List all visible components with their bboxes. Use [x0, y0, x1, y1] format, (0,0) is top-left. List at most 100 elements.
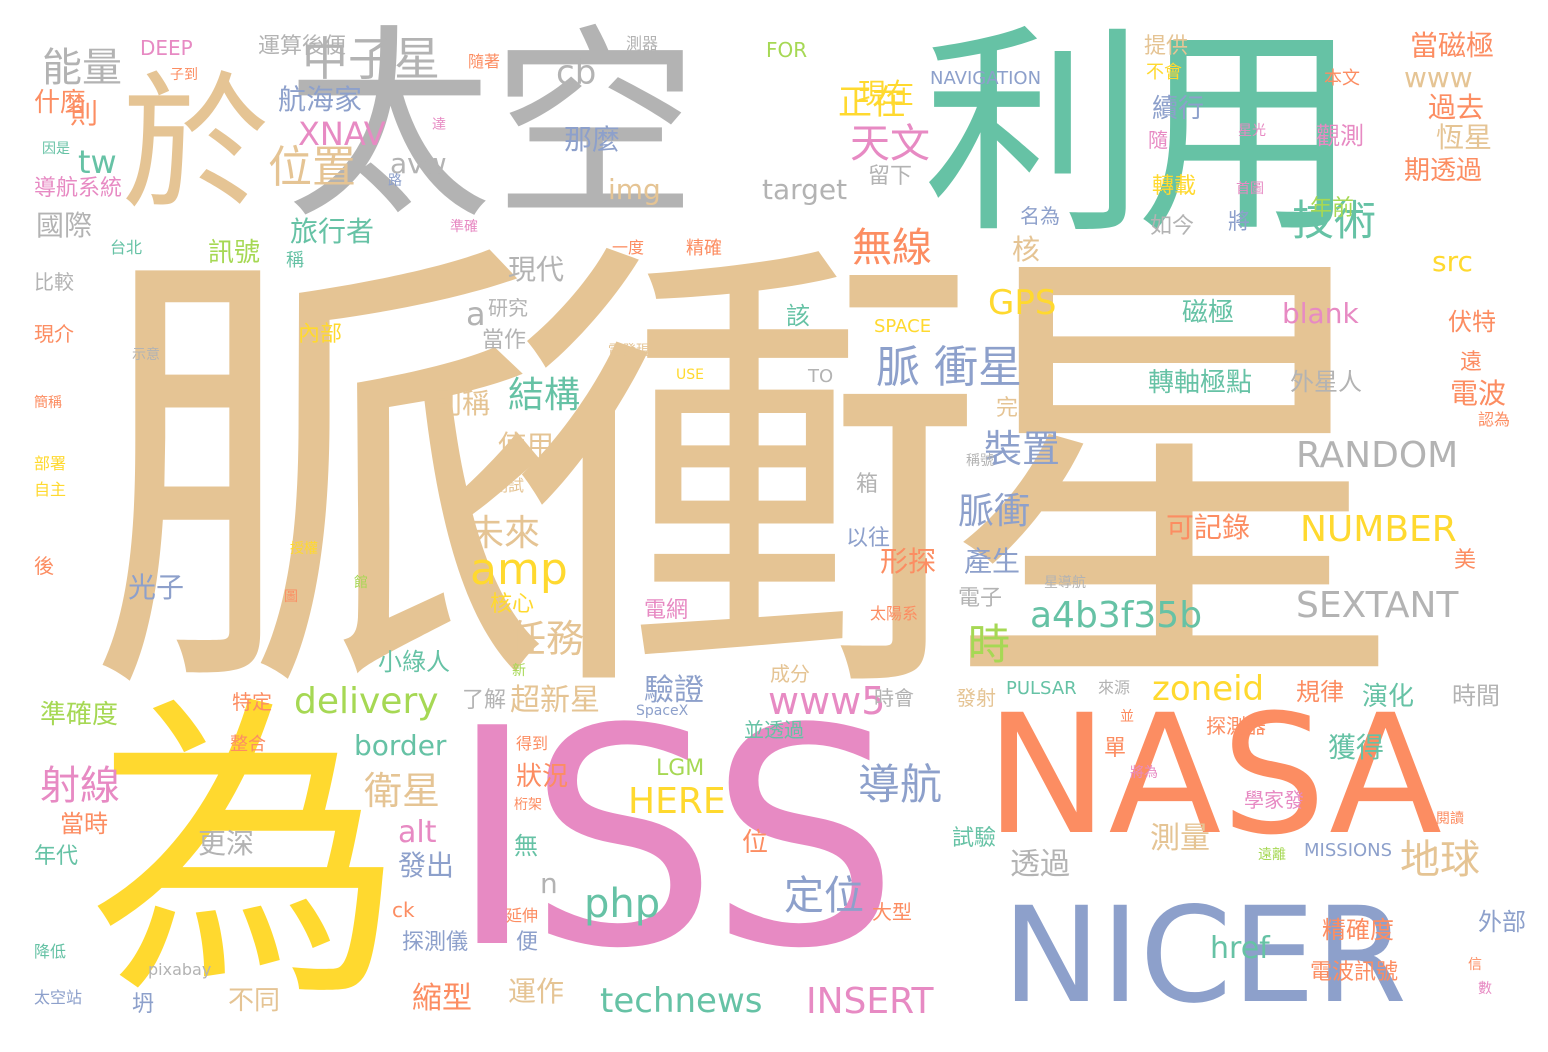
word-precise: 一度	[612, 238, 645, 257]
word-astronomy: 天文	[850, 121, 930, 167]
word-time-span: 探測器	[1206, 714, 1266, 738]
word-ray: 射線	[40, 763, 120, 809]
word-continue: 提供	[1144, 34, 1189, 59]
word-radio-signal: DEEP	[140, 36, 193, 60]
word-ck: n	[540, 867, 558, 900]
word-to: pixabay	[148, 960, 212, 979]
word-deeper: 發出	[398, 849, 455, 882]
word-international: 比較	[34, 270, 74, 294]
word-target: target	[762, 173, 848, 206]
word-neutron-star: 中子星	[302, 32, 440, 86]
word-time: 時	[968, 620, 1011, 669]
word-ongoing: 別稱	[434, 387, 491, 420]
word-wireless: 無線	[852, 225, 932, 271]
word-get: 延伸	[506, 906, 539, 925]
word-source: 並	[1120, 709, 1134, 725]
word-after: 光子	[128, 571, 185, 604]
word-specific: 了解	[462, 688, 507, 713]
word-illustration: 電發現	[608, 343, 650, 359]
word-single: 將為	[1130, 765, 1158, 781]
word-figure: 授權	[290, 541, 318, 557]
word-measure: 透過	[1010, 847, 1070, 882]
word-along-with: 子到	[170, 67, 198, 83]
word-as: 該	[786, 302, 810, 330]
word-years-ago: 年前	[1310, 196, 1355, 221]
word-understand: 整合	[230, 734, 266, 755]
word-nucleus: 續行	[1152, 94, 1205, 124]
word-amp: amp	[470, 544, 568, 595]
word-photon: 核心	[490, 592, 535, 617]
word-little-green-men: 內部	[298, 322, 343, 347]
word-www5: www5	[768, 679, 886, 723]
word-detector: 測試	[492, 476, 525, 495]
word-hall: 圖	[284, 589, 298, 605]
word-previously: 來源	[1098, 678, 1131, 697]
word-nasa: NASA	[985, 679, 1442, 871]
word-and: 單	[1104, 736, 1127, 761]
word-then: 那麼	[564, 123, 621, 156]
word-trial: 大型	[872, 900, 912, 924]
word-large: 時會	[874, 686, 914, 710]
word-here: HERE	[628, 781, 726, 822]
word-sextant: SEXTANT	[1296, 585, 1459, 626]
word-core: 當時	[60, 810, 108, 838]
word-pulse: 脈衝	[958, 491, 1031, 532]
word-signal: 訊號	[208, 238, 261, 268]
word-child-to: 稱	[286, 250, 304, 271]
word-far: 可記錄	[1166, 511, 1251, 544]
word-abbr: 部署	[34, 454, 67, 473]
word-when-will: 特定	[232, 690, 272, 714]
word-evolution: 時間	[1452, 682, 1500, 710]
word-nowadays: 名為	[1020, 204, 1060, 228]
word-at-that-time: 年代	[34, 844, 79, 869]
word-different: 探測儀	[402, 930, 469, 955]
word-deploy: 自主	[34, 480, 67, 499]
word-php: php	[584, 881, 661, 927]
word-collapse: 不同	[228, 986, 281, 1016]
word-missions: SpaceX	[636, 703, 689, 719]
word-wei: 為	[34, 686, 402, 984]
word-wont: 本文	[1324, 68, 1360, 89]
word-scientist-found: 閱讀	[1436, 811, 1464, 827]
word-autonomous: 後	[34, 554, 54, 578]
word-space-station: 坍	[132, 992, 155, 1017]
word-past: 過去	[1428, 91, 1485, 124]
word-insert: INSERT	[806, 981, 934, 1022]
word-provide: 不會	[1146, 62, 1182, 83]
word-title: 箱	[856, 472, 879, 497]
word-shape: 電子	[958, 586, 1003, 611]
word-believe: 遠	[1460, 350, 1483, 375]
word-device: 裝置	[984, 427, 1061, 471]
word-navigation: 導航	[858, 760, 943, 809]
word-radio: 電波	[1450, 377, 1507, 410]
word-beautiful: 認為	[1478, 410, 1511, 429]
word-future: 未來	[468, 513, 541, 554]
word-nav-system: 台北	[110, 238, 143, 257]
word-axis-pole: 轉軸極點	[1148, 368, 1253, 398]
word-none: 便	[516, 930, 539, 955]
word-reduce: 太空站	[34, 988, 83, 1007]
word-convenient: 位	[742, 828, 769, 858]
word-structure: 結構	[508, 375, 581, 416]
word-intro: 簡稱	[34, 395, 62, 411]
word-operate: 精確度	[1322, 916, 1394, 944]
word-img: img	[608, 173, 661, 206]
word-once: 將	[1228, 210, 1251, 235]
word-delivery: delivery	[294, 681, 439, 722]
word-precision: 電波訊號	[1310, 960, 1399, 985]
word-obtain: 測量	[1150, 821, 1210, 856]
word-navigation-en: SPACE	[874, 316, 932, 337]
word-border: border	[354, 729, 447, 762]
word-repost: 首圖	[1236, 181, 1264, 197]
word-number-shu: 外部	[1478, 908, 1526, 936]
word-because: 達	[432, 117, 446, 133]
word-emit: 獲得	[1328, 731, 1385, 764]
word-observe: 觀測	[1316, 122, 1364, 150]
word-cover-image: 示意	[132, 347, 160, 363]
word-through-period: 期透過	[1404, 156, 1483, 186]
word-gps: GPS	[988, 283, 1057, 323]
word-iss: ISS	[448, 665, 899, 1014]
word-space-en: PULSAR	[1006, 678, 1077, 699]
word-outside: 美	[1454, 548, 1477, 573]
word-blank: blank	[1282, 297, 1359, 330]
